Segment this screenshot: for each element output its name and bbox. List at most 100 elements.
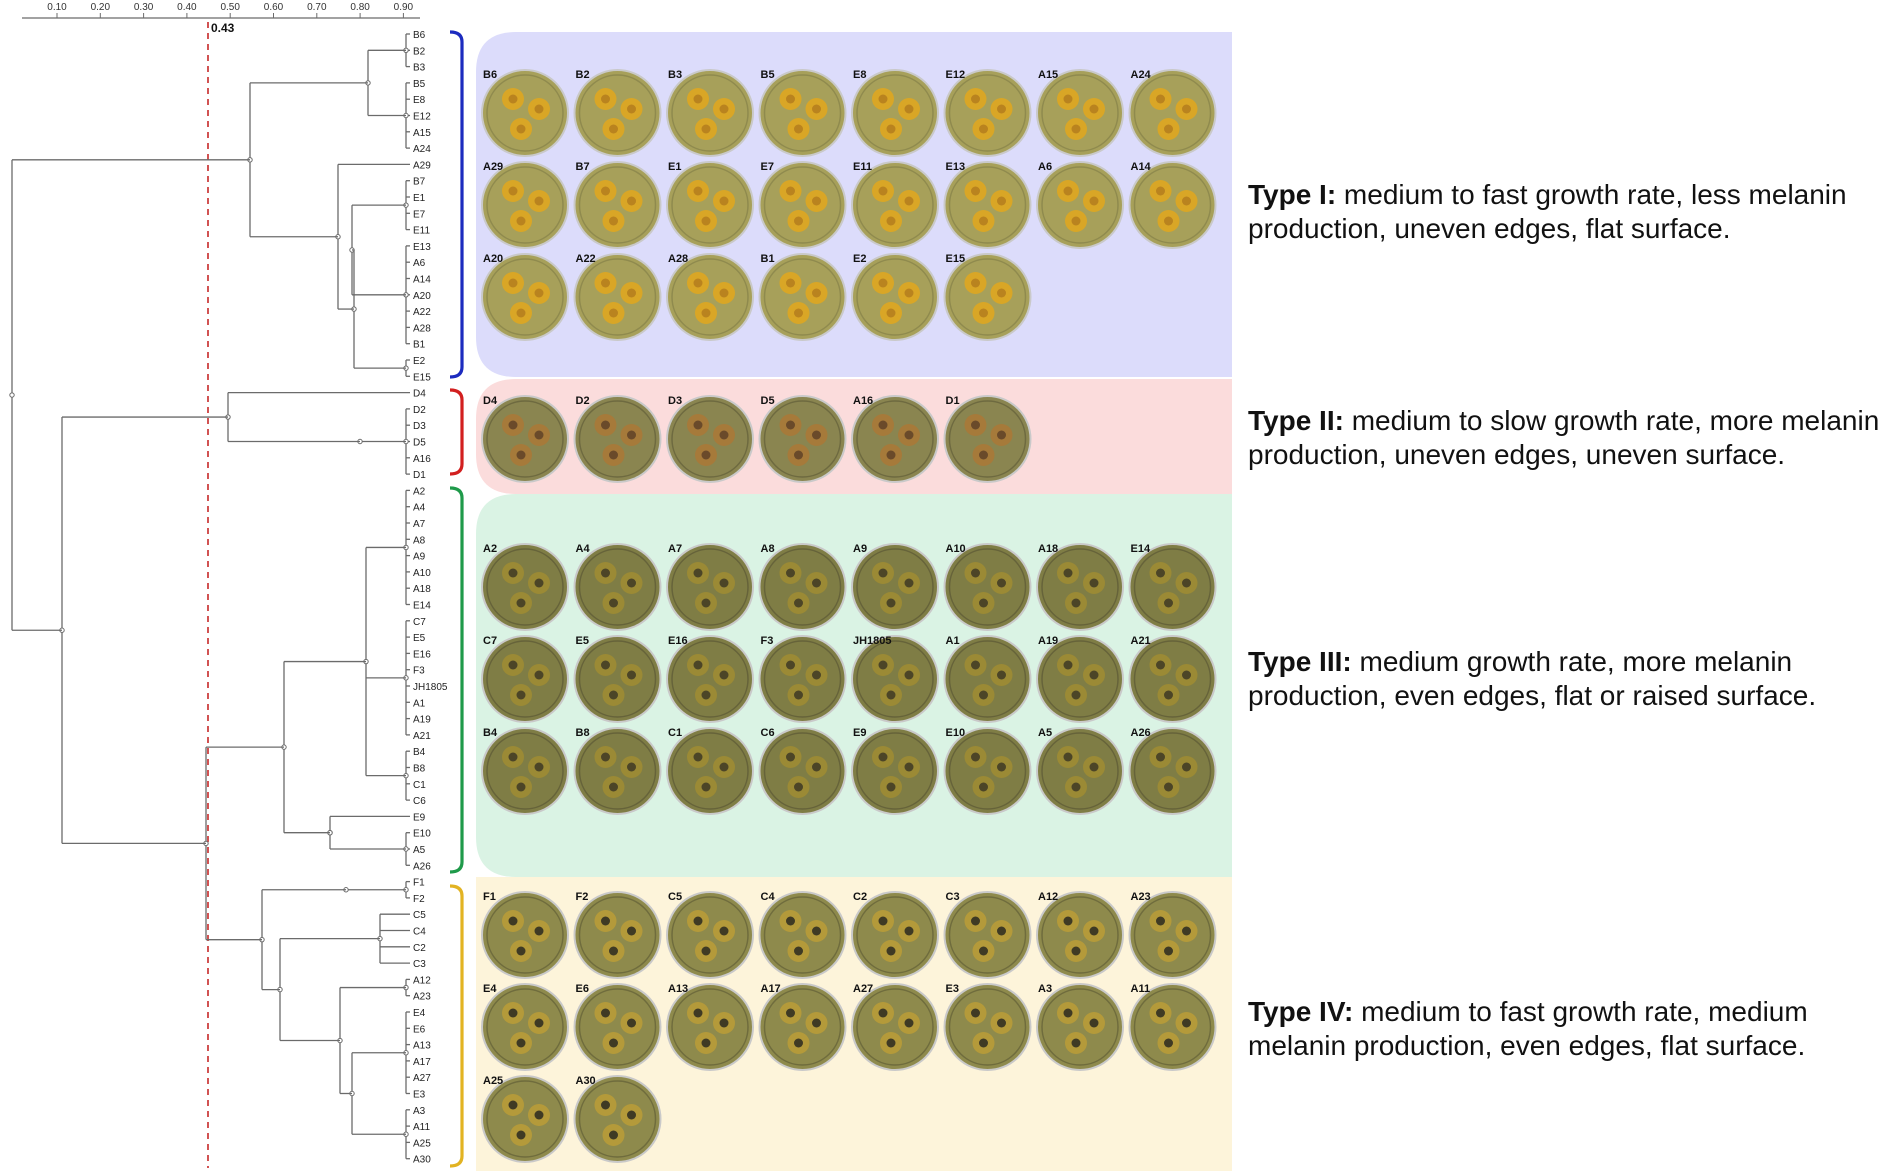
- plate-edge: [763, 166, 842, 244]
- plate-rim: [666, 635, 754, 723]
- type-iii-title: Type III:: [1248, 646, 1352, 677]
- colony-center: [886, 690, 896, 700]
- colony-center: [516, 308, 526, 318]
- plate-rim: [1036, 161, 1124, 249]
- plate-edge: [1133, 896, 1212, 974]
- plate-rim: [758, 69, 847, 157]
- plate-rim: [481, 253, 569, 341]
- colony-center: [693, 916, 703, 926]
- leaf-label: C7: [413, 617, 426, 628]
- colony-center: [719, 926, 729, 936]
- leaf-label: E7: [413, 209, 426, 220]
- petri-plate: [481, 1075, 569, 1163]
- plate-rim: [1128, 543, 1217, 631]
- plate-edge: [1041, 896, 1119, 974]
- plate-label: C3: [946, 891, 960, 903]
- colony-center: [904, 670, 914, 680]
- colony-center: [609, 1038, 618, 1048]
- colony-center: [627, 430, 636, 440]
- plate-edge: [578, 166, 657, 244]
- plate-edge: [1133, 548, 1212, 626]
- scale-tick-label: 0.90: [394, 2, 414, 13]
- colony-center: [627, 1110, 636, 1120]
- plate-rim: [1036, 727, 1124, 815]
- leaf-label: A13: [413, 1041, 431, 1052]
- plate-rim: [481, 727, 569, 815]
- leaf-label: E8: [413, 95, 426, 106]
- plate-label: D3: [668, 395, 682, 407]
- plate-rim: [666, 395, 754, 483]
- plate-edge: [671, 548, 749, 626]
- colony-center: [904, 578, 914, 588]
- colony-center: [1089, 1018, 1099, 1028]
- colony-center: [812, 926, 821, 936]
- colony-center: [609, 690, 618, 700]
- petri-plate: [573, 543, 662, 631]
- colony-center: [794, 450, 803, 460]
- colony-center: [1063, 94, 1073, 104]
- colony-center: [508, 278, 518, 288]
- petri-plate: [758, 253, 847, 341]
- colony-center: [534, 1110, 544, 1120]
- colony-center: [1182, 196, 1191, 206]
- plate-rim: [666, 543, 754, 631]
- leaf-label: E3: [413, 1090, 426, 1101]
- plate-edge: [578, 74, 657, 152]
- plate-label: A15: [1038, 69, 1058, 81]
- colony-center: [794, 690, 803, 700]
- colony-center: [516, 782, 526, 792]
- petri-plate: [1036, 161, 1124, 249]
- petri-plate: [481, 395, 569, 483]
- plate-edge: [671, 732, 749, 810]
- petri-plate: [481, 161, 569, 249]
- colony-center: [904, 430, 914, 440]
- colony-center: [534, 762, 544, 772]
- petri-plate: [666, 727, 754, 815]
- colony-center: [786, 660, 795, 670]
- plate-edge: [1133, 74, 1212, 152]
- plate-label: JH1805: [853, 635, 892, 647]
- colony-center: [878, 660, 888, 670]
- plate-rim: [573, 983, 662, 1071]
- petri-plate: [851, 161, 939, 249]
- plate-rim: [666, 891, 754, 979]
- colony-center: [1164, 124, 1173, 134]
- petri-plate: [666, 253, 754, 341]
- petri-plate: [573, 983, 662, 1071]
- colony-center: [609, 782, 618, 792]
- plate-label: A30: [576, 1075, 596, 1087]
- plate-label: A5: [1038, 727, 1052, 739]
- colony-center: [693, 420, 703, 430]
- plate-label: B4: [483, 727, 498, 739]
- petri-plate: [481, 891, 569, 979]
- plate-label: A4: [576, 543, 591, 555]
- colony-center: [719, 578, 729, 588]
- colony-center: [886, 946, 896, 956]
- colony-center: [601, 1008, 610, 1018]
- plate-label: C2: [853, 891, 867, 903]
- cutoff-label: 0.43: [211, 21, 235, 35]
- leaf-label: E4: [413, 1008, 426, 1019]
- colony-center: [997, 578, 1006, 588]
- plate-label: D1: [946, 395, 960, 407]
- leaf-label: B5: [413, 79, 426, 90]
- plate-label: A23: [1131, 891, 1151, 903]
- plate-label: E9: [853, 727, 866, 739]
- scale-tick-label: 0.20: [91, 2, 111, 13]
- plate-rim: [666, 727, 754, 815]
- plate-rim: [666, 69, 754, 157]
- plate-edge: [671, 896, 749, 974]
- plate-edge: [578, 988, 657, 1066]
- leaf-label: B1: [413, 340, 426, 351]
- plate-rim: [1128, 891, 1217, 979]
- plate-label: A17: [761, 983, 781, 995]
- colony-center: [878, 916, 888, 926]
- colony-center: [794, 216, 803, 226]
- leaf-label: A10: [413, 568, 431, 579]
- plate-label: E6: [576, 983, 589, 995]
- colony-center: [786, 752, 795, 762]
- scale-tick-label: 0.10: [47, 2, 67, 13]
- plate-rim: [573, 891, 662, 979]
- petri-plate: [666, 69, 754, 157]
